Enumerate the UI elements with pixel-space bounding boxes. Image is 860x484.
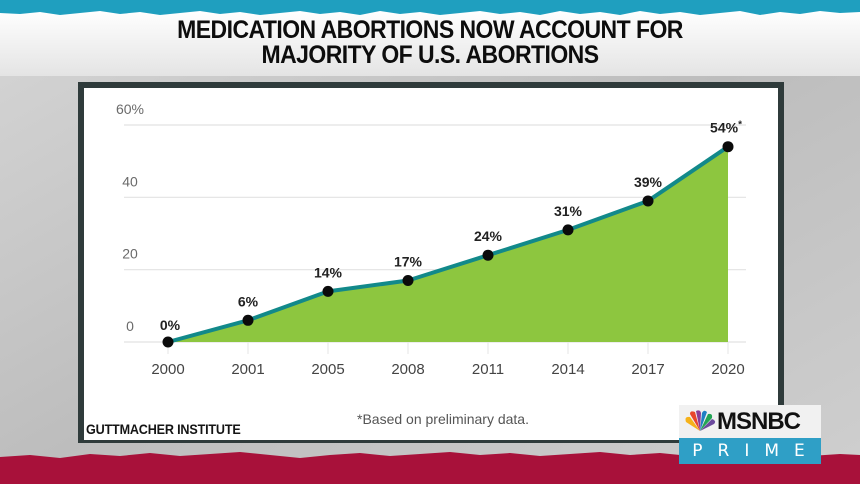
data-point [482,249,494,261]
network-sub: PRIME [692,441,820,461]
network-logo: MSNBC PRIME [679,405,821,464]
data-point [722,141,734,153]
peacock-icon [685,410,716,431]
y-tick-labels: 0 20 40 60% [116,101,144,334]
x-tick-label: 2005 [311,361,344,378]
data-label: 39% [634,174,663,190]
y-tick-label: 40 [122,173,138,189]
x-tick-label: 2017 [631,361,664,378]
data-label: 17% [394,254,423,270]
headline-line-2: MAJORITY OF U.S. ABORTIONS [261,41,599,69]
headline-line-1: MEDICATION ABORTIONS NOW ACCOUNT FOR [177,16,683,44]
logo-bottom: PRIME [679,438,821,464]
data-point [162,336,174,348]
area-fill [168,146,728,342]
logo-top: MSNBC [679,405,821,438]
x-tick-label: 2011 [472,361,504,378]
bottom-torn-band [0,452,860,484]
data-label: 14% [314,264,343,280]
data-point [562,224,574,236]
x-tick-labels: 2000 2001 2005 2008 2011 2014 2017 2020 [151,361,744,378]
y-tick-label: 60% [116,101,144,117]
data-label: 6% [238,293,259,309]
y-tick-label: 0 [126,318,134,334]
top-torn-band [0,0,860,15]
headline-band [0,10,860,76]
x-tick-marks [167,342,729,354]
data-point [322,285,334,297]
source-credit: GUTTMACHER INSTITUTE [86,421,241,437]
data-point [402,275,414,287]
network-name: MSNBC [717,408,801,435]
x-tick-label: 2020 [711,361,744,378]
data-point [242,314,254,326]
x-tick-label: 2001 [231,361,264,378]
data-points [162,141,734,348]
footnote: *Based on preliminary data. [357,411,529,427]
series-line [167,145,730,344]
data-point [642,195,654,207]
data-label: 31% [554,203,583,219]
x-tick-label: 2000 [151,361,184,378]
x-tick-label: 2008 [391,361,424,378]
data-label: 54%* [710,120,742,136]
y-tick-label: 20 [122,246,138,262]
data-labels: 0% 6% 14% 17% 24% 31% 39% 54%* [160,120,742,333]
headline: MEDICATION ABORTIONS NOW ACCOUNT FOR MAJ… [34,18,825,68]
data-label: 0% [160,317,181,333]
x-tick-label: 2014 [551,361,584,378]
data-label: 24% [474,228,503,244]
